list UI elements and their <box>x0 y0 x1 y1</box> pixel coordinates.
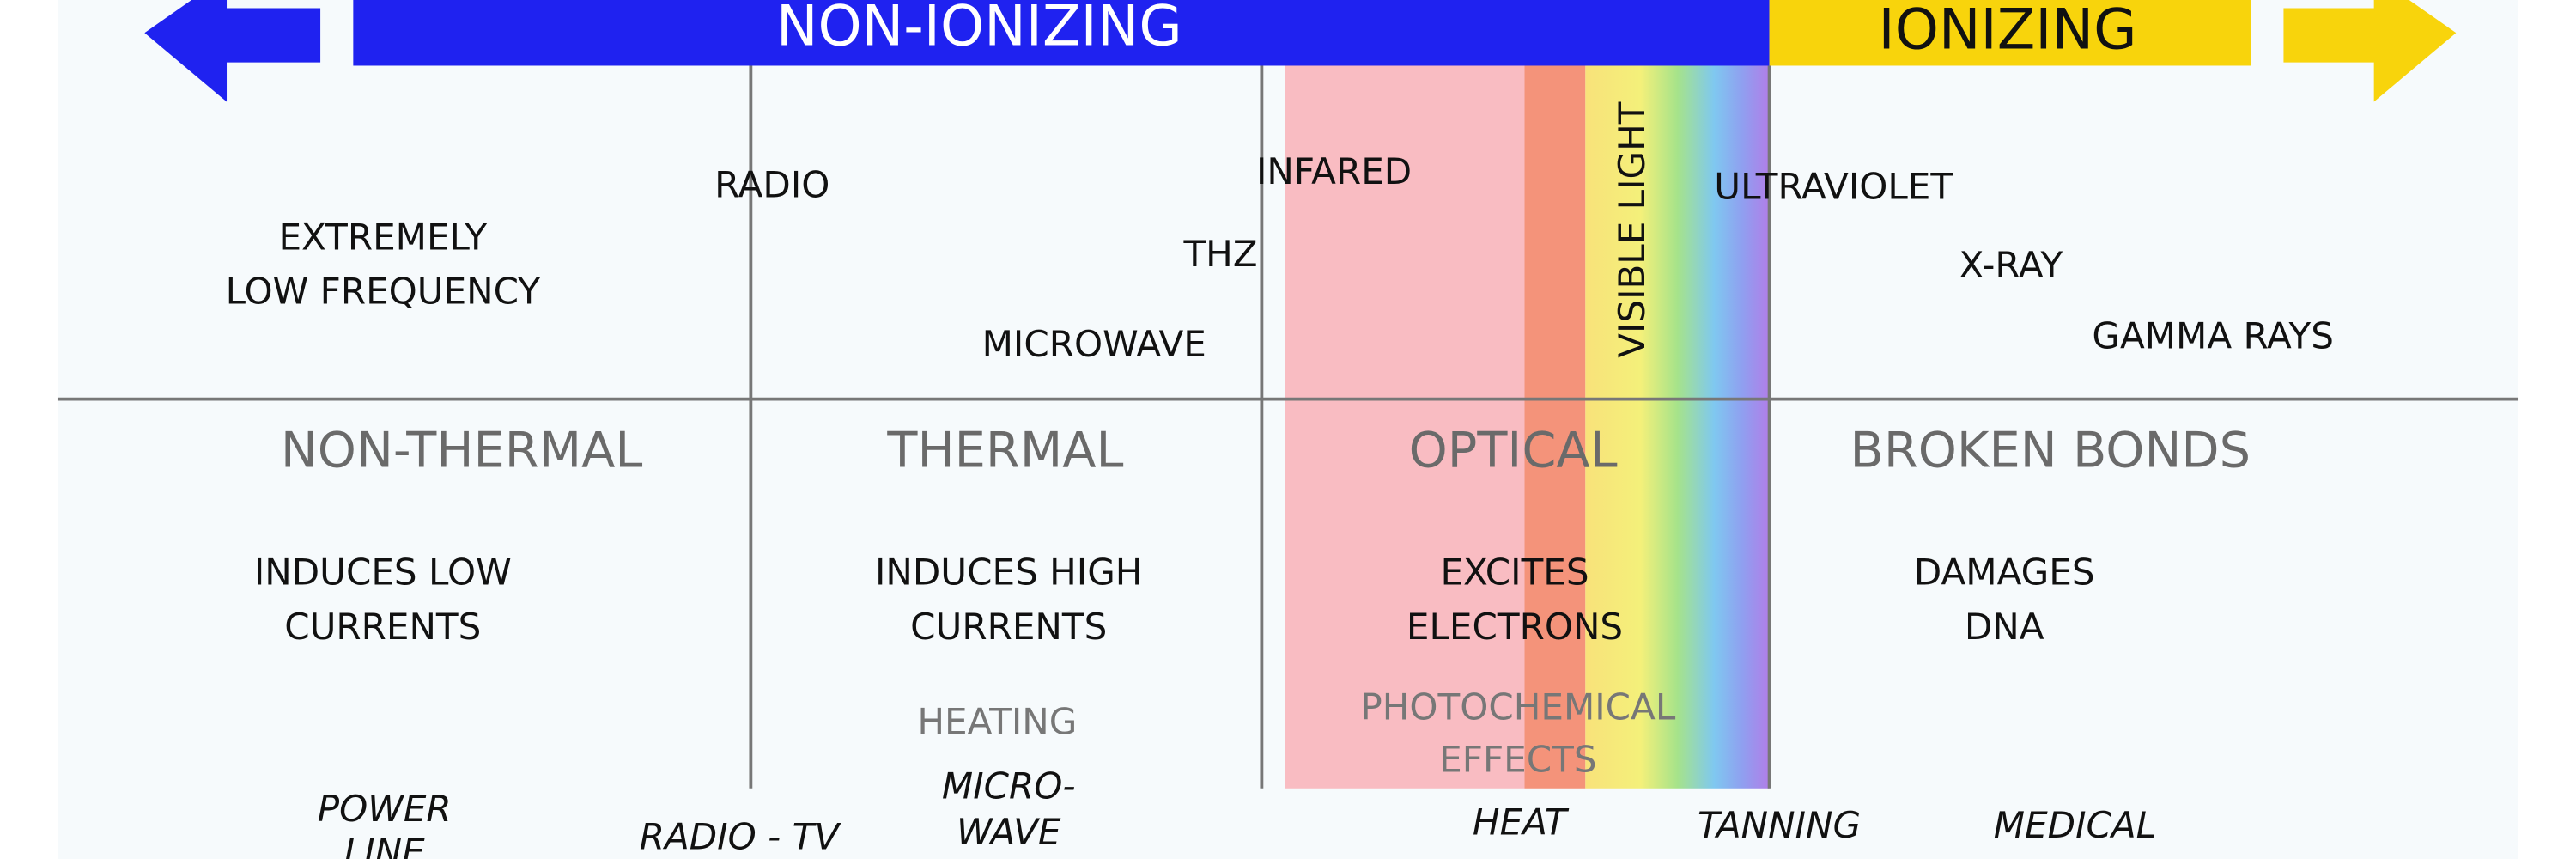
effect-description: INDUCES LOW <box>254 551 512 594</box>
grid-lines <box>57 65 2519 789</box>
effect-note: PHOTOCHEMICAL <box>1360 686 1675 728</box>
effect-note: EFFECTS <box>1439 739 1596 781</box>
effect-description: ELECTRONS <box>1406 606 1623 648</box>
example-label: MICRO- <box>942 765 1076 807</box>
effect-description: CURRENTS <box>910 606 1107 648</box>
effect-description: CURRENTS <box>284 606 481 648</box>
ionizing-label: IONIZING <box>1879 0 2137 62</box>
spectrum-label: VISIBLE LIGHT <box>1611 101 1653 357</box>
example-label: LINE <box>344 831 425 859</box>
spectrum-label: INFARED <box>1256 150 1412 192</box>
example-label: MEDICAL <box>1994 804 2156 846</box>
spectrum-label: MICROWAVE <box>982 323 1206 365</box>
effect-title: OPTICAL <box>1409 421 1618 478</box>
non-ionizing-bar <box>353 0 1770 66</box>
spectrum-label: X-RAY <box>1959 244 2063 286</box>
spectrum-label: THZ <box>1182 233 1257 275</box>
effect-description: DNA <box>1965 606 2044 648</box>
spectrum-label: ULTRAVIOLET <box>1714 165 1953 207</box>
effect-description: DAMAGES <box>1914 551 2095 594</box>
red-band <box>1524 65 1586 789</box>
effect-note: HEATING <box>917 701 1077 743</box>
infrared-band <box>1285 65 1525 789</box>
spectrum-label: EXTREMELY <box>278 216 487 259</box>
spectrum-label: LOW FREQUENCY <box>226 271 541 313</box>
example-label: TANNING <box>1698 804 1861 846</box>
example-label: POWER <box>318 788 452 830</box>
right-arrow <box>2283 0 2457 102</box>
effect-title: THERMAL <box>886 421 1123 478</box>
spectrum-label: RADIO <box>714 163 829 205</box>
effect-description: EXCITES <box>1440 551 1589 594</box>
effect-title: BROKEN BONDS <box>1850 421 2251 478</box>
example-label: RADIO - TV <box>640 816 842 858</box>
example-label: WAVE <box>957 811 1061 853</box>
left-arrow <box>144 0 321 102</box>
effect-description: INDUCES HIGH <box>875 551 1142 594</box>
non-ionizing-label: NON-IONIZING <box>776 0 1182 58</box>
visible-band <box>1585 65 1770 789</box>
spectrum-label: GAMMA RAYS <box>2092 314 2334 356</box>
ionizing-bar <box>1769 0 2251 66</box>
example-label: HEAT <box>1473 801 1570 843</box>
effect-title: NON-THERMAL <box>281 421 643 478</box>
